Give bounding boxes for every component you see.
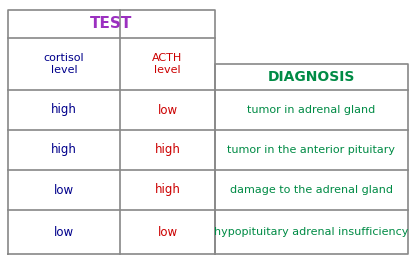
Text: high: high [155,144,181,157]
Text: low: low [158,103,178,116]
Text: tumor in the anterior pituitary: tumor in the anterior pituitary [228,145,395,155]
Text: low: low [54,183,74,196]
Text: TEST: TEST [90,16,133,31]
Text: low: low [54,225,74,238]
Text: hypopituitary adrenal insufficiency: hypopituitary adrenal insufficiency [214,227,409,237]
Text: tumor in adrenal gland: tumor in adrenal gland [247,105,376,115]
Text: DIAGNOSIS: DIAGNOSIS [268,70,355,84]
Text: high: high [155,183,181,196]
Text: ACTH
level: ACTH level [152,53,183,75]
Text: damage to the adrenal gland: damage to the adrenal gland [230,185,393,195]
Text: high: high [51,144,77,157]
Text: high: high [51,103,77,116]
Text: cortisol
level: cortisol level [44,53,84,75]
Text: low: low [158,225,178,238]
